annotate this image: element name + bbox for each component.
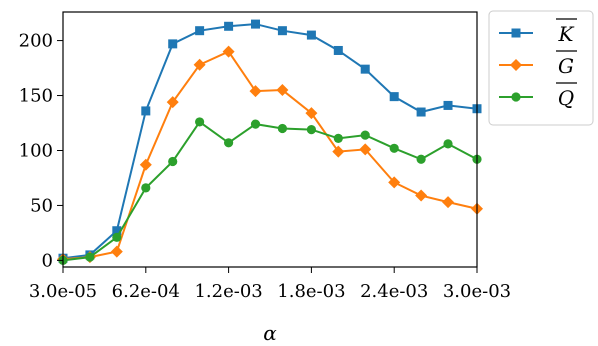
x-tick-label: 6.2e-04: [112, 281, 180, 302]
data-point: [306, 30, 316, 40]
data-point: [360, 130, 370, 140]
data-point: [333, 133, 343, 144]
y-tick-label: 150: [19, 86, 53, 107]
data-point: [224, 21, 234, 31]
data-point: [222, 45, 235, 58]
data-point: [193, 58, 206, 71]
data-point: [416, 107, 426, 117]
data-point: [251, 19, 261, 29]
data-point: [360, 64, 370, 74]
data-point: [276, 84, 289, 97]
data-point: [141, 106, 151, 116]
series-line: [62, 23, 478, 260]
data-point: [333, 45, 343, 55]
data-point: [416, 154, 426, 164]
series-q: [58, 117, 482, 266]
legend-item: G: [499, 50, 577, 78]
x-tick-label: 3.0e-05: [29, 281, 97, 302]
y-axis: 0 50 100 150 200: [19, 31, 63, 271]
data-point: [359, 143, 372, 156]
data-point: [112, 226, 122, 236]
data-point: [388, 176, 401, 189]
series-line: [62, 120, 478, 262]
legend-marker: [511, 28, 521, 38]
series-line: [62, 50, 478, 261]
data-point: [305, 107, 318, 120]
series-k: [58, 19, 482, 263]
legend-item: Q: [499, 82, 577, 110]
data-point: [249, 85, 262, 98]
data-point: [443, 100, 453, 110]
data-point: [389, 92, 399, 102]
y-tick-label: 100: [19, 140, 53, 161]
legend-label: G: [558, 54, 574, 78]
data-point: [277, 26, 287, 36]
legend-label: Q: [558, 86, 574, 110]
data-point: [166, 96, 179, 109]
x-tick-label: 1.8e-03: [277, 281, 345, 302]
data-point: [112, 232, 122, 242]
y-tick-label: 0: [42, 250, 53, 271]
data-point: [389, 143, 399, 153]
x-tick-label: 3.0e-03: [443, 281, 511, 302]
data-point: [139, 158, 152, 171]
x-tick-label: 1.2e-03: [194, 281, 262, 302]
data-point: [224, 138, 234, 148]
legend-box: [488, 10, 594, 126]
data-point: [141, 183, 151, 193]
data-point: [332, 145, 345, 158]
y-tick-label: 200: [19, 31, 53, 52]
y-tick-label: 50: [30, 195, 53, 216]
plot-area: [57, 19, 483, 266]
data-point: [415, 189, 428, 202]
legend-marker: [510, 59, 522, 71]
legend-item: K: [499, 18, 577, 46]
legend: KGQ: [488, 10, 594, 126]
data-point: [85, 252, 95, 262]
data-point: [195, 26, 205, 36]
legend-label: K: [558, 22, 575, 46]
data-point: [277, 123, 288, 134]
x-axis-label: α: [263, 321, 277, 345]
plot-frame: [62, 11, 478, 268]
data-point: [168, 156, 178, 167]
data-point: [110, 245, 123, 258]
data-point: [443, 139, 453, 149]
legend-marker: [511, 92, 521, 102]
data-point: [306, 125, 316, 135]
x-tick-label: 2.4e-03: [360, 281, 428, 302]
x-axis: 3.0e-05 6.2e-04 1.2e-03 1.8e-03 2.4e-03 3.0e-…: [29, 267, 511, 302]
data-point: [442, 196, 455, 209]
data-point: [250, 119, 261, 129]
data-point: [168, 39, 178, 49]
data-point: [195, 117, 205, 127]
